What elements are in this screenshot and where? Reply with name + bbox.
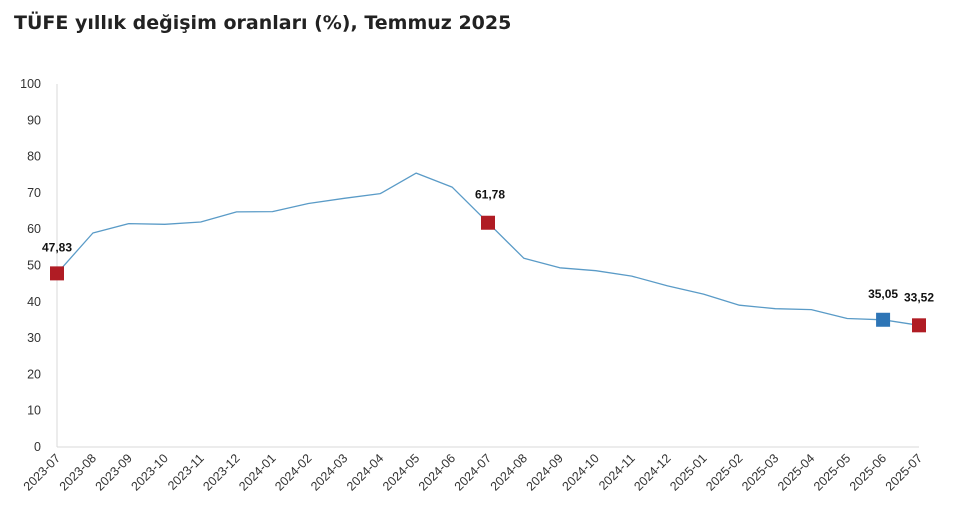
data-label: 47,83 — [42, 240, 72, 254]
x-tick-label: 2024-12 — [631, 451, 673, 493]
y-tick-label: 20 — [27, 367, 41, 381]
x-tick-label: 2025-04 — [775, 451, 817, 493]
y-tick-label: 60 — [27, 222, 41, 236]
x-tick-label: 2025-06 — [847, 451, 889, 493]
data-label: 35,05 — [868, 287, 898, 301]
x-tick-label: 2025-03 — [739, 451, 781, 493]
y-tick-label: 50 — [27, 259, 41, 273]
x-tick-label: 2024-10 — [560, 451, 602, 493]
x-tick-label: 2023-12 — [200, 451, 242, 493]
x-tick-label: 2025-01 — [667, 451, 709, 493]
x-tick-label: 2024-09 — [524, 451, 566, 493]
x-tick-label: 2023-11 — [165, 451, 207, 493]
x-tick-label: 2023-07 — [21, 451, 63, 493]
data-point-marker — [876, 312, 891, 327]
x-tick-label: 2024-07 — [452, 451, 494, 493]
chart-title: TÜFE yıllık değişim oranları (%), Temmuz… — [14, 12, 512, 34]
x-tick-label: 2025-07 — [883, 451, 925, 493]
x-tick-label: 2024-11 — [596, 451, 638, 493]
x-tick-label: 2025-05 — [811, 451, 853, 493]
y-tick-label: 0 — [34, 440, 41, 454]
y-tick-label: 70 — [27, 186, 41, 200]
data-point-marker — [50, 266, 64, 281]
x-tick-label: 2024-01 — [236, 451, 278, 493]
y-tick-label: 40 — [27, 295, 41, 309]
x-tick-label: 2023-10 — [129, 451, 171, 493]
x-tick-label: 2024-03 — [308, 451, 350, 493]
x-tick-label: 2024-05 — [380, 451, 422, 493]
x-tick-label: 2024-04 — [344, 451, 386, 493]
data-label: 33,52 — [904, 290, 934, 304]
data-label: 61,78 — [475, 188, 505, 202]
y-tick-label: 10 — [27, 404, 41, 418]
y-tick-label: 30 — [27, 331, 41, 345]
x-tick-label: 2024-02 — [272, 451, 314, 493]
y-tick-label: 100 — [20, 77, 41, 91]
data-point-marker — [481, 215, 495, 230]
y-tick-label: 80 — [27, 150, 41, 164]
x-tick-label: 2024-08 — [488, 451, 530, 493]
y-tick-label: 90 — [27, 113, 41, 127]
data-point-marker — [912, 318, 926, 333]
x-tick-label: 2024-06 — [416, 451, 458, 493]
x-tick-label: 2023-08 — [57, 451, 99, 493]
x-tick-label: 2023-09 — [93, 451, 135, 493]
x-tick-label: 2025-02 — [703, 451, 745, 493]
